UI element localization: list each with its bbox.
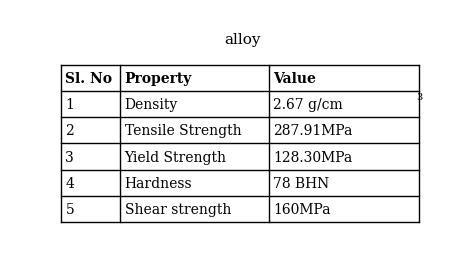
Text: 2.67 g/cm: 2.67 g/cm xyxy=(273,98,343,112)
Text: 2: 2 xyxy=(65,124,74,138)
Text: Shear strength: Shear strength xyxy=(125,202,231,216)
Text: Density: Density xyxy=(125,98,178,112)
Text: Sl. No: Sl. No xyxy=(65,72,112,86)
Text: 3: 3 xyxy=(65,150,74,164)
Text: Tensile Strength: Tensile Strength xyxy=(125,124,241,138)
Text: Hardness: Hardness xyxy=(125,176,192,190)
Text: Value: Value xyxy=(273,72,316,86)
Text: 4: 4 xyxy=(65,176,74,190)
Text: 287.91MPa: 287.91MPa xyxy=(273,124,353,138)
Text: Yield Strength: Yield Strength xyxy=(125,150,227,164)
Text: 3: 3 xyxy=(416,93,422,102)
Text: 160MPa: 160MPa xyxy=(273,202,331,216)
Text: alloy: alloy xyxy=(225,33,261,47)
Text: Property: Property xyxy=(125,72,192,86)
Text: 128.30MPa: 128.30MPa xyxy=(273,150,353,164)
Text: 78 BHN: 78 BHN xyxy=(273,176,329,190)
Text: 1: 1 xyxy=(65,98,74,112)
Text: 5: 5 xyxy=(65,202,74,216)
